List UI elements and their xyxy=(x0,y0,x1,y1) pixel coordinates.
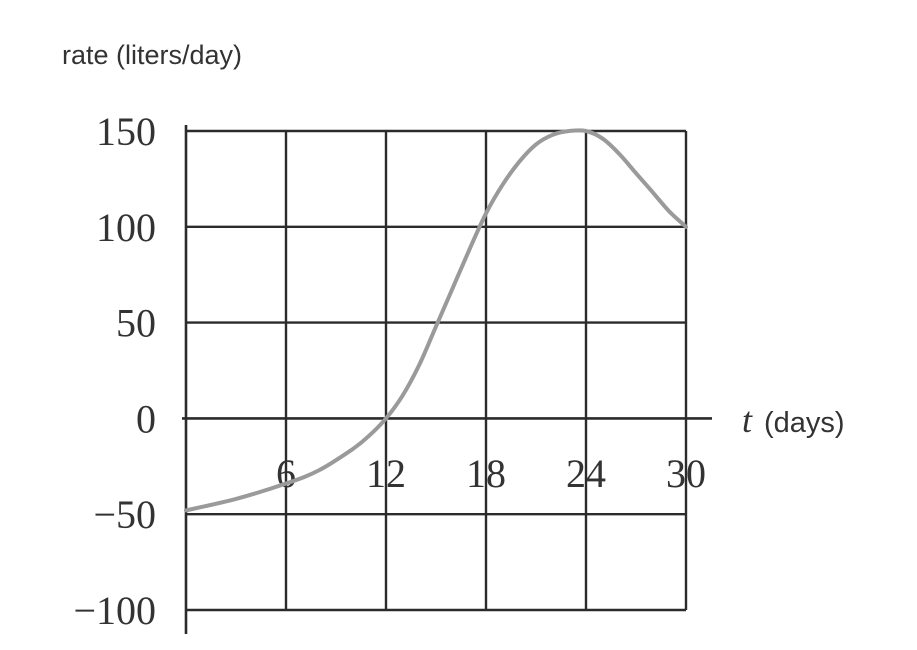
y-tick-label: 0 xyxy=(136,396,156,441)
y-tick-label: 50 xyxy=(116,301,156,346)
x-tick-labels: 6 12 18 24 30 xyxy=(276,451,706,496)
x-axis-label: t (days) xyxy=(742,400,845,440)
axes xyxy=(182,125,712,634)
y-axis-label: rate (liters/day) xyxy=(62,40,242,70)
y-tick-label: −100 xyxy=(73,588,156,633)
x-axis-variable: t xyxy=(742,400,753,440)
y-tick-label: 100 xyxy=(96,205,156,250)
x-axis-unit: (days) xyxy=(764,407,845,439)
x-tick-label: 12 xyxy=(366,451,406,496)
x-tick-label: 30 xyxy=(666,451,706,496)
x-tick-label: 24 xyxy=(566,451,606,496)
y-tick-labels: 150 100 50 0 −50 −100 xyxy=(73,109,156,633)
series xyxy=(184,128,688,513)
grid xyxy=(186,129,688,612)
series-line xyxy=(184,128,688,513)
y-tick-label: 150 xyxy=(96,109,156,154)
x-tick-label: 18 xyxy=(466,451,506,496)
y-tick-label: −50 xyxy=(93,492,156,537)
x-tick-label: 6 xyxy=(276,451,296,496)
